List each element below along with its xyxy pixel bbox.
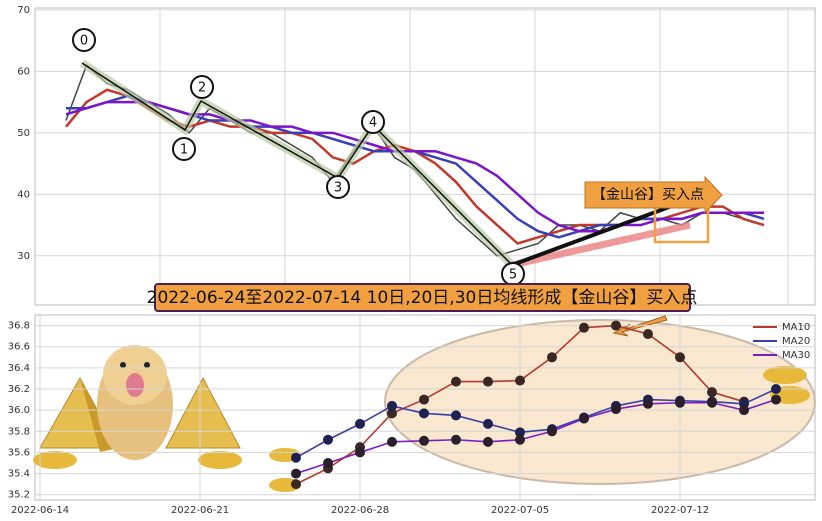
wave-circle: [172, 137, 196, 161]
wave-annotations: 0 1 2 3 4 5: [72, 28, 710, 286]
marker: [739, 405, 749, 416]
marker: [643, 398, 653, 409]
marker: [707, 397, 717, 408]
wave-label: 2: [198, 81, 206, 96]
marker: [643, 329, 653, 340]
y-tick-label: 36.4: [8, 363, 30, 374]
marker: [291, 479, 301, 490]
marker: [611, 320, 621, 331]
marker: [547, 352, 557, 363]
marker: [451, 410, 461, 421]
y-tick-label: 35.2: [8, 490, 30, 501]
marker: [451, 434, 461, 445]
legend-label: MA10: [782, 322, 810, 333]
y-tick-label: 60: [17, 66, 30, 77]
marker: [579, 413, 589, 424]
x-tick-label: 2022-06-28: [331, 505, 389, 516]
y-tick-label: 36.0: [8, 405, 30, 416]
marker: [483, 376, 493, 387]
marker: [483, 418, 493, 429]
series-line: [295, 388, 777, 459]
marker: [547, 426, 557, 437]
marker: [675, 352, 685, 363]
series-line: [65, 100, 764, 233]
marker: [611, 404, 621, 415]
title: 2022-06-24至2022-07-14 10日,20日,30日均线形成【金山…: [147, 288, 698, 308]
wave-circle: [72, 28, 96, 52]
wave-circle: [326, 175, 350, 199]
marker: [387, 400, 397, 411]
y-tick-label: 36.6: [8, 342, 30, 353]
marker: [707, 387, 717, 398]
wave-circle: [190, 75, 214, 99]
y-tick-label: 35.6: [8, 447, 30, 458]
y-tick-label: 70: [17, 5, 30, 16]
marker: [419, 435, 429, 446]
wave-label: 0: [80, 34, 88, 49]
series-line: [295, 398, 777, 475]
y-tick-label: 36.2: [8, 384, 30, 395]
x-tick-label: 2022-07-05: [491, 505, 549, 516]
marker: [483, 436, 493, 447]
y-tick-label: 50: [17, 128, 30, 139]
y-tick-label: 36.8: [8, 321, 30, 332]
legend-label: MA20: [782, 336, 810, 347]
callout: 【金山谷】买入点: [584, 175, 723, 215]
y-tick-label: 35.8: [8, 426, 30, 437]
marker: [323, 458, 333, 468]
title-banner: 2022-06-24至2022-07-14 10日,20日,30日均线形成【金山…: [147, 283, 698, 312]
marker: [291, 468, 301, 479]
marker: [675, 397, 685, 408]
wave-circle: [361, 110, 385, 134]
marker: [451, 376, 461, 387]
x-tick-label: 2022-07-12: [651, 505, 709, 516]
marker: [515, 375, 525, 386]
marker: [355, 418, 365, 429]
wave-label: 5: [509, 268, 517, 283]
x-tick-label: 2022-06-21: [171, 505, 229, 516]
marker: [419, 394, 429, 405]
x-tick-label: 2022-06-14: [11, 505, 69, 516]
wave-label: 1: [180, 143, 188, 158]
marker: [291, 452, 301, 463]
y-tick-label: 35.4: [8, 469, 30, 480]
wave-label: 4: [369, 116, 377, 131]
legend-label: MA30: [782, 350, 810, 361]
marker: [771, 394, 781, 405]
marker: [323, 434, 333, 445]
marker: [579, 322, 589, 333]
bottom-plot: 35.2 35.4 35.6 35.8 36.0 36.2 36.4 36.6 36.8 2022…: [8, 315, 815, 516]
marker: [771, 384, 781, 394]
marker: [515, 427, 525, 438]
y-tick-label: 30: [17, 251, 30, 262]
marker: [387, 408, 397, 419]
marker: [419, 408, 429, 419]
marker: [355, 447, 365, 458]
callout-text: 【金山谷】买入点: [592, 187, 704, 203]
wave-label: 3: [334, 181, 342, 196]
marker: [515, 434, 525, 445]
y-tick-label: 40: [17, 189, 30, 200]
marker: [387, 436, 397, 447]
